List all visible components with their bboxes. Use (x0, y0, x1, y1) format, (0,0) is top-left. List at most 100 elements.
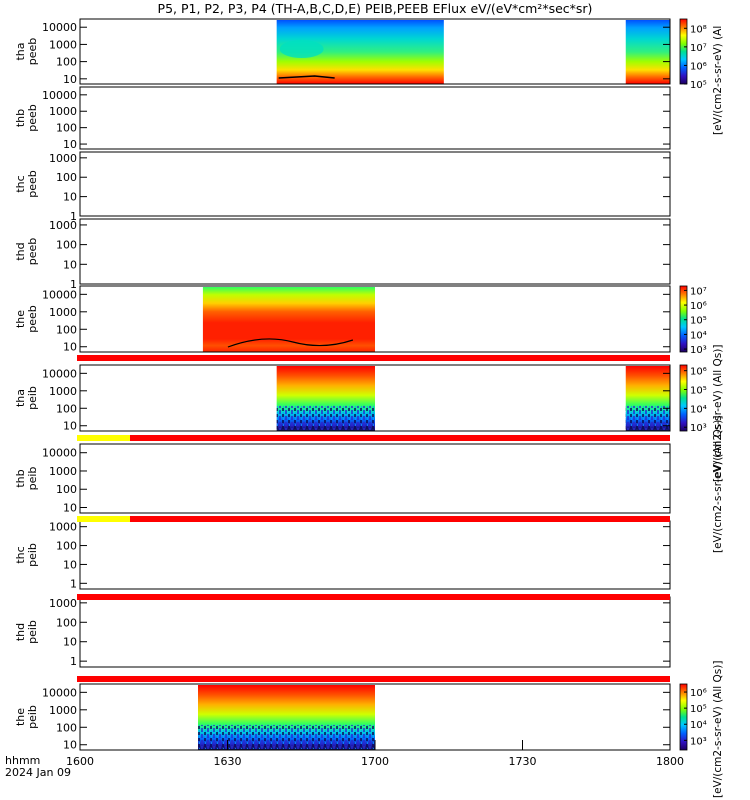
panel-the-peib: 10 100 1000 10000 the peib 10³ 10⁴ 10⁵ 10⁶ (14, 684, 707, 752)
y-tick-label: 10 (63, 138, 77, 151)
colorbar-label-tha-peeb: [eV/(cm2-s-sr-eV) (Al (712, 26, 724, 135)
quality-flag-bar (77, 676, 670, 682)
y-tick-label: 1 (70, 577, 77, 590)
colorbar-tick-label: 10⁵ (690, 316, 707, 327)
panel-frame (80, 521, 670, 589)
y-tick-label: 10000 (42, 367, 77, 380)
panel-frame (80, 597, 670, 667)
panel-frame (80, 219, 670, 284)
y-tick-label: 100 (56, 540, 77, 553)
x-tick-label: 1630 (214, 755, 242, 768)
y-tick-label: 100 (56, 721, 77, 734)
colorbar-tick-label: 10⁶ (690, 301, 707, 312)
panel-thd-peib: 1101001000thd peib (14, 597, 670, 668)
y-tick-label: 100 (56, 122, 77, 135)
y-tick-label: 10000 (42, 89, 77, 102)
y-tick-label: 100 (56, 239, 77, 252)
colorbar (680, 365, 687, 431)
x-axis-label-date: 2024 Jan 09 (5, 766, 71, 779)
y-tick-label: 100 (56, 483, 77, 496)
y-tick-label: 1 (70, 655, 77, 668)
spectrogram-noise (626, 406, 670, 430)
x-tick-label: 1700 (361, 755, 389, 768)
x-tick-label: 1800 (656, 755, 684, 768)
y-tick-label: 10000 (42, 21, 77, 34)
panel-tha-peeb: 10 100 1000 10000 tha peeb 10⁵ 10⁶ 10⁷ 10⁸ (14, 19, 707, 91)
x-axis: 1600 1630 1700 1730 1800 (66, 740, 684, 768)
panel-label-product: peeb (26, 38, 39, 66)
panel-label-product: peeb (26, 238, 39, 266)
y-tick-label: 10 (63, 73, 77, 86)
panel-thc-peeb: 1 10 100 1000 thc peeb (14, 152, 670, 223)
y-tick-label: 1000 (49, 152, 77, 165)
spectrogram-noise (277, 406, 375, 430)
colorbar-label-tha-peib: [eV/(cm2-s-sr-eV) (All Qs)] (712, 416, 724, 553)
y-tick-label: 10 (63, 739, 77, 752)
spectrogram-block (203, 287, 375, 352)
colorbar-tick-label: 10⁴ (690, 720, 707, 731)
y-tick-label: 100 (56, 402, 77, 415)
panel-label-product: peib (26, 620, 39, 644)
colorbar-tick-label: 10³ (690, 345, 707, 356)
quality-flag-bar (77, 355, 670, 361)
y-tick-label: 10 (63, 636, 77, 649)
y-tick-label: 10000 (42, 288, 77, 301)
colorbar-tick-label: 10⁸ (690, 24, 707, 35)
colorbar-tick-label: 10³ (690, 423, 707, 434)
y-tick-label: 10000 (42, 447, 77, 460)
y-tick-label: 10 (63, 502, 77, 515)
y-tick-label: 10 (63, 558, 77, 571)
colorbar-tick-label: 10³ (690, 736, 707, 747)
colorbar-tick-label: 10⁷ (690, 286, 707, 297)
y-tick-label: 1000 (49, 385, 77, 398)
quality-flag-bar (77, 435, 670, 441)
y-tick-label: 1000 (49, 597, 77, 610)
quality-flag-segment (77, 516, 130, 522)
panel-label-product: peib (26, 386, 39, 410)
y-tick-label: 10000 (42, 686, 77, 699)
quality-flag-bar (77, 516, 670, 522)
colorbar-tick-label: 10⁵ (690, 80, 707, 91)
panel-thd-peeb: 1 10 100 1000 thd peeb (14, 219, 670, 291)
spectrogram-noise (198, 725, 375, 749)
y-tick-label: 10 (63, 258, 77, 271)
y-tick-label: 1000 (49, 704, 77, 717)
panel-thb-peeb: 10 100 1000 10000 thb peeb (14, 87, 670, 151)
colorbar-tick-label: 10⁵ (690, 386, 707, 397)
panel-tha-peib: 10 100 1000 10000 tha peib 10³ 10⁴ 10⁵ 10⁶ (14, 365, 707, 434)
y-tick-label: 1000 (49, 465, 77, 478)
colorbar-tick-label: 10⁴ (690, 404, 707, 415)
panel-label-product: peeb (26, 170, 39, 198)
panels-group: 10100100010000tha peeb10⁵10⁶10⁷10⁸1010010… (14, 19, 707, 752)
y-tick-label: 1000 (49, 105, 77, 118)
y-tick-label: 10 (63, 191, 77, 204)
y-tick-label: 1000 (49, 521, 77, 534)
x-tick-label: 1730 (509, 755, 537, 768)
panel-label-product: peib (26, 467, 39, 491)
y-tick-label: 100 (56, 56, 77, 69)
panel-thb-peib: 10 100 1000 10000 thb peib (14, 444, 670, 515)
colorbar (680, 286, 687, 352)
y-tick-label: 1000 (49, 219, 77, 232)
colorbar-tick-label: 10⁶ (690, 367, 707, 378)
panel-frame (80, 87, 670, 149)
colorbar-tick-label: 10⁴ (690, 330, 707, 341)
y-tick-label: 100 (56, 323, 77, 336)
panel-the-peeb: 10 100 1000 10000 the peeb 10³ 10⁴ 10⁵ 10⁶ 10⁷ (14, 286, 707, 356)
colorbar-label-the-peib: [eV/(cm2-s-sr-eV) (All Qs)] (712, 661, 724, 798)
colorbar-tick-label: 10⁶ (690, 61, 707, 72)
plot-title: P5, P1, P2, P3, P4 (TH-A,B,C,D,E) PEIB,P… (158, 1, 593, 16)
y-tick-label: 10 (63, 341, 77, 354)
colorbar-tick-label: 10⁷ (690, 43, 707, 54)
quality-flag-segment (77, 435, 130, 441)
spectrogram-feature (280, 40, 324, 58)
panel-thc-peib: 1 10 100 1000 thc peib (14, 521, 670, 591)
y-tick-label: 100 (56, 616, 77, 629)
colorbar-tick-label: 10⁶ (690, 688, 707, 699)
spectrogram-block (626, 20, 670, 84)
panel-label-product: peib (26, 543, 39, 567)
panel-label-product: peeb (26, 305, 39, 333)
panel-label-product: peeb (26, 104, 39, 132)
y-tick-label: 10 (63, 420, 77, 433)
